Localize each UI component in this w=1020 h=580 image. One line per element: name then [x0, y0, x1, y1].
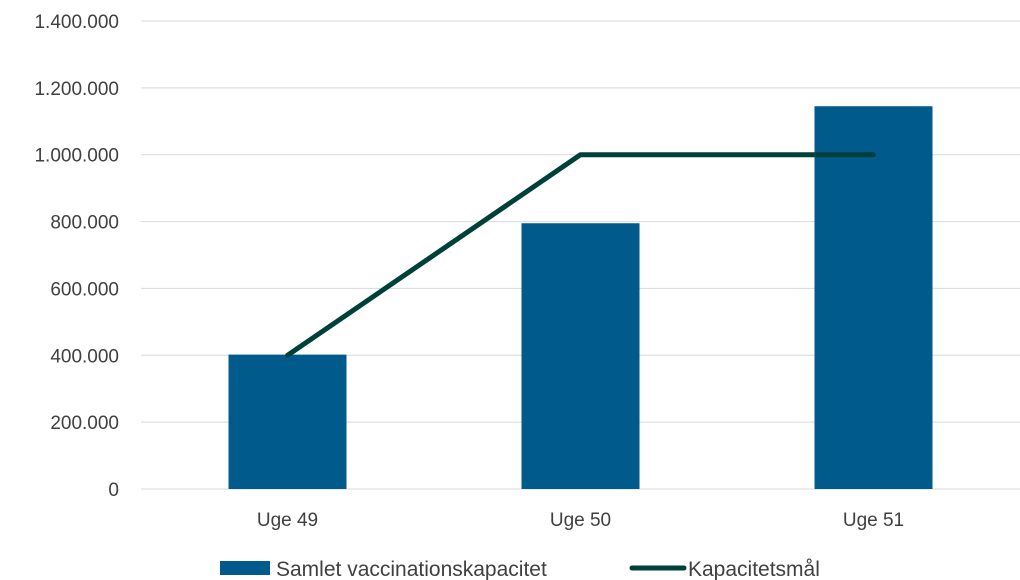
y-tick-label: 400.000: [50, 346, 119, 367]
target-line: [285, 152, 876, 358]
legend-swatch-bar: [220, 561, 270, 575]
x-tick-label: Uge 51: [843, 510, 904, 531]
x-tick-label: Uge 49: [257, 510, 318, 531]
legend-label-line: Kapacitetsmål: [688, 558, 820, 580]
bar: [814, 106, 933, 489]
y-tick-label: 800.000: [50, 213, 119, 234]
y-tick-label: 600.000: [50, 279, 119, 300]
y-axis-tick-labels: 0 200.000 400.000 600.000 800.000 1.000.000 1.…: [34, 12, 119, 501]
y-tick-label: 1.000.000: [34, 146, 119, 167]
x-axis-tick-labels: Uge 49 Uge 50 Uge 51: [257, 510, 904, 531]
x-tick-label: Uge 50: [550, 510, 611, 531]
bar-series: [228, 106, 933, 489]
bar: [521, 223, 640, 489]
y-tick-label: 1.200.000: [34, 79, 119, 100]
legend-label-bar: Samlet vaccinationskapacitet: [276, 558, 547, 580]
bar: [228, 354, 347, 489]
legend: Samlet vaccinationskapacitet Kapacitetsm…: [220, 558, 820, 580]
line-series: [285, 152, 876, 358]
y-tick-label: 0: [108, 480, 119, 501]
y-tick-label: 200.000: [50, 413, 119, 434]
y-tick-label: 1.400.000: [34, 12, 119, 33]
